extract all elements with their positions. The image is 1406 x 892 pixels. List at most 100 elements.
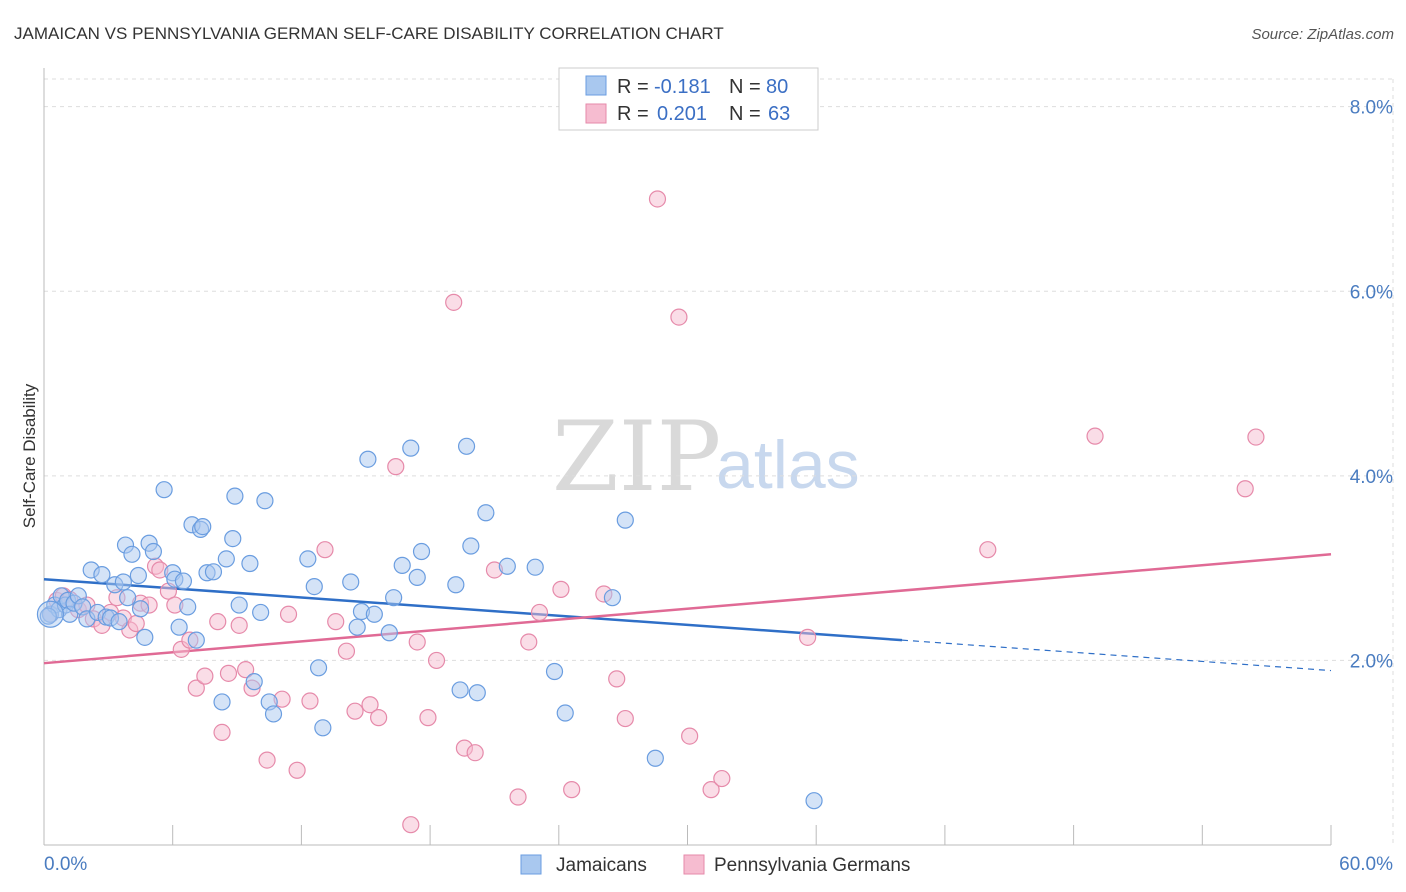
point-jamaicans-0-46 xyxy=(252,603,270,622)
point-jamaicans-0-62 xyxy=(402,439,420,457)
point-jamaicans-0-65 xyxy=(447,576,465,594)
point-jamaicans-0-41 xyxy=(224,529,242,548)
point-jamaicans-0-78 xyxy=(805,792,823,810)
point-jamaicans-0-55 xyxy=(348,618,366,636)
point-jamaicans-0-70 xyxy=(477,504,495,522)
point-jamaicans-0-59 xyxy=(380,624,398,642)
point-pennsylvania-germans-2-3 xyxy=(1247,428,1265,446)
point-jamaicans-0-66 xyxy=(451,681,469,699)
point-pennsylvania-germans-1-33 xyxy=(301,692,319,710)
bottom-legend-swatch-jamaicans xyxy=(520,854,542,875)
trend-line-pennsylvania-germans xyxy=(43,553,1332,665)
y-tick-label-3: 8.0% xyxy=(1350,98,1393,119)
point-pennsylvania-germans-1-12 xyxy=(127,614,145,633)
point-pennsylvania-germans-1-58 xyxy=(670,308,688,326)
point-jamaicans-0-30 xyxy=(170,618,188,636)
point-pennsylvania-germans-1-43 xyxy=(419,709,437,727)
point-jamaicans-0-71 xyxy=(498,557,516,575)
point-jamaicans-0-42 xyxy=(226,487,244,505)
point-pennsylvania-germans-1-62 xyxy=(799,628,817,646)
point-pennsylvania-germans-1-51 xyxy=(530,603,549,622)
legend-r-label-1: R = xyxy=(617,76,649,98)
point-jamaicans-0-60 xyxy=(385,589,403,607)
point-pennsylvania-germans-1-27 xyxy=(237,661,255,679)
point-pennsylvania-germans-1-49 xyxy=(509,788,527,806)
point-jamaicans-0-39 xyxy=(213,693,231,711)
point-jamaicans-0-26 xyxy=(144,542,162,561)
y-axis-label: Self-Care Disability xyxy=(20,383,39,528)
chart-title: JAMAICAN VS PENNSYLVANIA GERMAN SELF-CAR… xyxy=(14,24,724,43)
point-cluster-origin xyxy=(36,600,65,628)
legend-n-label-1: N = xyxy=(729,76,761,98)
point-jamaicans-0-44 xyxy=(241,554,259,573)
point-pennsylvania-germans-1-40 xyxy=(387,458,405,476)
point-jamaicans-0-68 xyxy=(462,537,480,555)
point-jamaicans-0-23 xyxy=(131,600,150,618)
trend-line-jamaicans-extension xyxy=(901,639,1332,672)
legend-box: R = -0.181 N = 80 R = 0.201 N = 63 xyxy=(558,67,819,131)
point-pennsylvania-germans-1-47 xyxy=(466,744,484,762)
point-pennsylvania-germans-1-56 xyxy=(616,709,634,728)
point-pennsylvania-germans-2-1 xyxy=(1086,427,1104,445)
point-jamaicans-0-31 xyxy=(174,572,193,590)
point-jamaicans-0-79 xyxy=(39,607,57,625)
bottom-legend: Jamaicans Pennsylvania Germans xyxy=(520,854,910,876)
point-jamaicans-0-53 xyxy=(314,719,332,737)
point-pennsylvania-germans-2-0 xyxy=(979,541,997,559)
point-jamaicans-0-61 xyxy=(393,556,411,574)
point-jamaicans-0-47 xyxy=(256,492,274,510)
legend-n-label-2: N = xyxy=(729,103,761,125)
y-tick-labels: 2.0% 4.0% 6.0% 8.0% xyxy=(1350,98,1393,673)
legend-r-label-2: R = xyxy=(617,103,649,125)
point-jamaicans-0-17 xyxy=(110,613,128,631)
point-jamaicans-0-43 xyxy=(230,596,248,614)
point-pennsylvania-germans-1-44 xyxy=(427,651,446,670)
point-pennsylvania-germans-1-59 xyxy=(681,727,699,745)
point-pennsylvania-germans-1-60 xyxy=(702,781,720,799)
point-pennsylvania-germans-1-57 xyxy=(648,190,667,208)
point-jamaicans-0-73 xyxy=(545,662,564,681)
point-pennsylvania-germans-1-53 xyxy=(563,781,581,799)
point-jamaicans-0-77 xyxy=(646,749,664,767)
point-pennsylvania-germans-1-29 xyxy=(258,751,276,769)
legend-swatch-jamaicans xyxy=(585,75,607,96)
point-pennsylvania-germans-1-37 xyxy=(346,702,364,720)
point-jamaicans-0-32 xyxy=(179,598,197,616)
point-jamaicans-0-63 xyxy=(408,568,426,586)
point-jamaicans-0-24 xyxy=(136,628,154,646)
point-jamaicans-0-50 xyxy=(299,550,317,568)
point-jamaicans-0-76 xyxy=(616,511,634,529)
trend-line-jamaicans xyxy=(43,577,903,642)
point-jamaicans-0-13 xyxy=(93,565,111,584)
y-tick-label-1: 4.0% xyxy=(1350,467,1393,488)
trend-lines xyxy=(43,553,1332,672)
point-pennsylvania-germans-1-23 xyxy=(209,613,227,631)
point-pennsylvania-germans-1-61 xyxy=(713,769,731,788)
watermark: ZIP atlas xyxy=(552,401,860,513)
point-jamaicans-0-27 xyxy=(155,481,173,499)
point-jamaicans-0-74 xyxy=(556,704,574,722)
point-pennsylvania-germans-1-24 xyxy=(213,723,231,742)
legend-r-value-2: 0.201 xyxy=(657,103,707,125)
point-jamaicans-0-49 xyxy=(264,705,283,723)
point-jamaicans-0-75 xyxy=(603,589,622,607)
point-jamaicans-0-38 xyxy=(204,563,223,581)
y-tick-label-0: 2.0% xyxy=(1350,651,1393,672)
point-jamaicans-0-20 xyxy=(119,589,137,607)
scatter-points xyxy=(36,190,1265,834)
point-pennsylvania-germans-1-21 xyxy=(187,679,205,697)
legend-swatch-pennsylvania-germans xyxy=(585,103,607,124)
point-pennsylvania-germans-1-22 xyxy=(196,667,214,685)
x-tick-label-min: 0.0% xyxy=(44,854,87,875)
bottom-legend-swatch-pennsylvania-germans xyxy=(683,854,705,875)
point-pennsylvania-germans-1-34 xyxy=(316,541,334,559)
point-jamaicans-0-36 xyxy=(194,518,212,536)
point-pennsylvania-germans-1-42 xyxy=(408,633,426,651)
point-pennsylvania-germans-1-50 xyxy=(520,633,538,651)
point-jamaicans-0-69 xyxy=(468,684,486,702)
point-jamaicans-0-18 xyxy=(114,573,132,591)
point-pennsylvania-germans-1-39 xyxy=(370,709,388,727)
point-pennsylvania-germans-1-35 xyxy=(327,613,345,631)
point-pennsylvania-germans-1-55 xyxy=(608,670,626,688)
